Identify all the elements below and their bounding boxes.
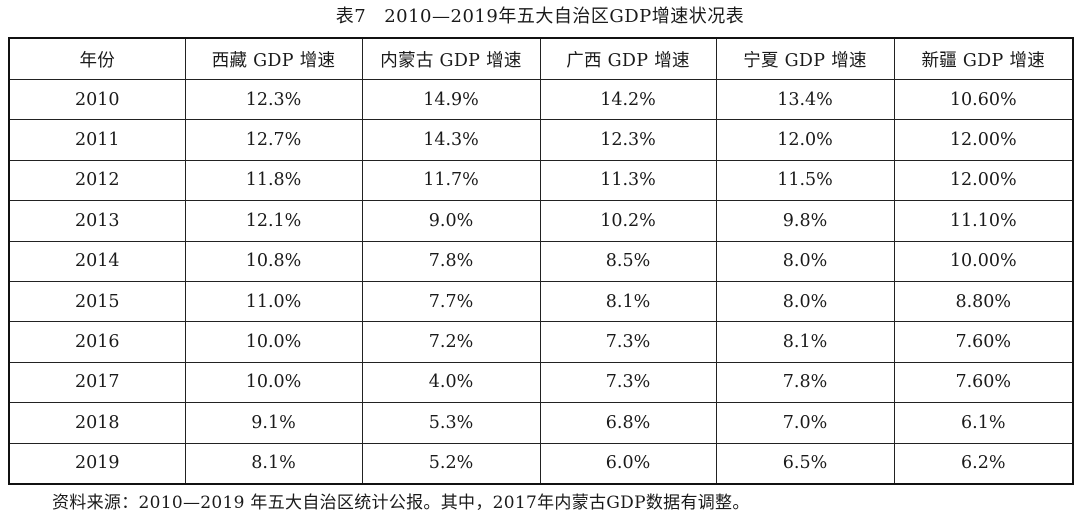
cell-xinjiang: 6.2% bbox=[893, 442, 1074, 485]
cell-inner-mongolia: 14.9% bbox=[361, 78, 541, 121]
cell-inner-mongolia: 5.2% bbox=[361, 442, 541, 485]
cell-year: 2010 bbox=[8, 78, 186, 121]
cell-ningxia: 7.8% bbox=[715, 361, 895, 404]
gdp-growth-table: 年份 西藏 GDP 增速 内蒙古 GDP 增速 广西 GDP 增速 宁夏 GDP… bbox=[8, 37, 1074, 485]
table-row: 2015 11.0% 7.7% 8.1% 8.0% 8.80% bbox=[8, 280, 1074, 323]
cell-tibet: 9.1% bbox=[184, 402, 363, 444]
table-row: 2014 10.8% 7.8% 8.5% 8.0% 10.00% bbox=[8, 240, 1074, 282]
cell-tibet: 12.7% bbox=[184, 119, 363, 161]
header-guangxi: 广西 GDP 增速 bbox=[539, 37, 717, 80]
cell-guangxi: 14.2% bbox=[539, 78, 717, 121]
table-row: 2011 12.7% 14.3% 12.3% 12.0% 12.00% bbox=[8, 119, 1074, 161]
cell-guangxi: 10.2% bbox=[539, 200, 717, 242]
source-note: 资料来源：2010—2019 年五大自治区统计公报。其中，2017年内蒙古GDP… bbox=[52, 493, 750, 513]
cell-inner-mongolia: 4.0% bbox=[361, 361, 541, 404]
cell-inner-mongolia: 7.7% bbox=[361, 280, 541, 323]
cell-tibet: 10.8% bbox=[184, 240, 363, 282]
cell-year: 2018 bbox=[8, 402, 186, 444]
cell-guangxi: 11.3% bbox=[539, 159, 717, 202]
cell-ningxia: 6.5% bbox=[715, 442, 895, 485]
cell-guangxi: 7.3% bbox=[539, 321, 717, 363]
cell-xinjiang: 7.60% bbox=[893, 361, 1074, 404]
table-caption: 表7 2010—2019年五大自治区GDP增速状况表 bbox=[0, 4, 1080, 30]
cell-inner-mongolia: 7.8% bbox=[361, 240, 541, 282]
cell-tibet: 10.0% bbox=[184, 361, 363, 404]
cell-guangxi: 8.5% bbox=[539, 240, 717, 282]
cell-guangxi: 6.0% bbox=[539, 442, 717, 485]
cell-inner-mongolia: 7.2% bbox=[361, 321, 541, 363]
table-title: 2010—2019年五大自治区GDP增速状况表 bbox=[384, 6, 745, 27]
cell-ningxia: 11.5% bbox=[715, 159, 895, 202]
cell-guangxi: 8.1% bbox=[539, 280, 717, 323]
cell-tibet: 10.0% bbox=[184, 321, 363, 363]
header-tibet: 西藏 GDP 增速 bbox=[184, 37, 363, 80]
cell-xinjiang: 10.00% bbox=[893, 240, 1074, 282]
cell-tibet: 12.3% bbox=[184, 78, 363, 121]
table-row: 2019 8.1% 5.2% 6.0% 6.5% 6.2% bbox=[8, 442, 1074, 485]
cell-ningxia: 12.0% bbox=[715, 119, 895, 161]
cell-tibet: 11.0% bbox=[184, 280, 363, 323]
cell-tibet: 11.8% bbox=[184, 159, 363, 202]
cell-inner-mongolia: 11.7% bbox=[361, 159, 541, 202]
cell-year: 2013 bbox=[8, 200, 186, 242]
cell-ningxia: 13.4% bbox=[715, 78, 895, 121]
cell-guangxi: 12.3% bbox=[539, 119, 717, 161]
cell-xinjiang: 12.00% bbox=[893, 159, 1074, 202]
cell-year: 2011 bbox=[8, 119, 186, 161]
cell-tibet: 8.1% bbox=[184, 442, 363, 485]
cell-inner-mongolia: 9.0% bbox=[361, 200, 541, 242]
table-body: 2010 12.3% 14.9% 14.2% 13.4% 10.60% 2011 12.7% 1… bbox=[8, 78, 1074, 485]
cell-inner-mongolia: 5.3% bbox=[361, 402, 541, 444]
header-year: 年份 bbox=[8, 37, 186, 80]
cell-guangxi: 6.8% bbox=[539, 402, 717, 444]
cell-year: 2015 bbox=[8, 280, 186, 323]
cell-xinjiang: 8.80% bbox=[893, 280, 1074, 323]
cell-year: 2014 bbox=[8, 240, 186, 282]
cell-ningxia: 7.0% bbox=[715, 402, 895, 444]
header-ningxia: 宁夏 GDP 增速 bbox=[715, 37, 895, 80]
header-inner-mongolia: 内蒙古 GDP 增速 bbox=[361, 37, 541, 80]
table-row: 2010 12.3% 14.9% 14.2% 13.4% 10.60% bbox=[8, 78, 1074, 121]
cell-tibet: 12.1% bbox=[184, 200, 363, 242]
cell-xinjiang: 6.1% bbox=[893, 402, 1074, 444]
cell-ningxia: 9.8% bbox=[715, 200, 895, 242]
table-row: 2016 10.0% 7.2% 7.3% 8.1% 7.60% bbox=[8, 321, 1074, 363]
cell-xinjiang: 10.60% bbox=[893, 78, 1074, 121]
cell-xinjiang: 12.00% bbox=[893, 119, 1074, 161]
cell-year: 2019 bbox=[8, 442, 186, 485]
table-header-row: 年份 西藏 GDP 增速 内蒙古 GDP 增速 广西 GDP 增速 宁夏 GDP… bbox=[8, 37, 1074, 80]
cell-inner-mongolia: 14.3% bbox=[361, 119, 541, 161]
table-row: 2018 9.1% 5.3% 6.8% 7.0% 6.1% bbox=[8, 402, 1074, 444]
cell-guangxi: 7.3% bbox=[539, 361, 717, 404]
table-number: 表7 bbox=[335, 6, 367, 27]
table-row: 2012 11.8% 11.7% 11.3% 11.5% 12.00% bbox=[8, 159, 1074, 202]
table-row: 2017 10.0% 4.0% 7.3% 7.8% 7.60% bbox=[8, 361, 1074, 404]
cell-ningxia: 8.0% bbox=[715, 280, 895, 323]
cell-year: 2012 bbox=[8, 159, 186, 202]
cell-xinjiang: 7.60% bbox=[893, 321, 1074, 363]
cell-ningxia: 8.1% bbox=[715, 321, 895, 363]
cell-year: 2017 bbox=[8, 361, 186, 404]
header-xinjiang: 新疆 GDP 增速 bbox=[893, 37, 1074, 80]
cell-xinjiang: 11.10% bbox=[893, 200, 1074, 242]
cell-year: 2016 bbox=[8, 321, 186, 363]
cell-ningxia: 8.0% bbox=[715, 240, 895, 282]
table-row: 2013 12.1% 9.0% 10.2% 9.8% 11.10% bbox=[8, 200, 1074, 242]
